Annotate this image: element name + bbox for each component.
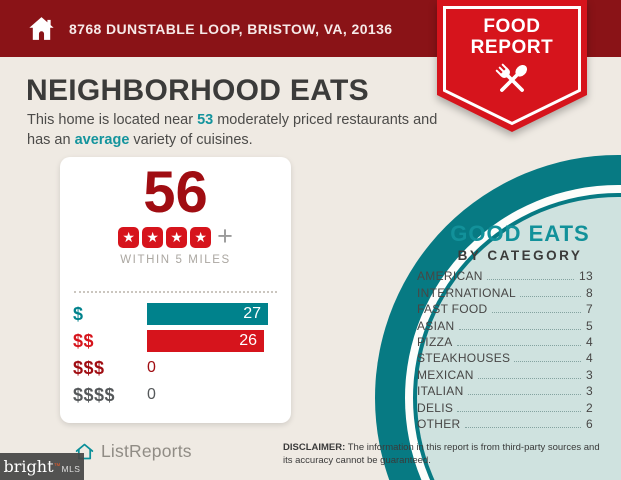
category-count: 7 [586,302,593,317]
price-tier-label: $$ [73,330,95,351]
good-eats-title: GOOD EATS [450,221,590,246]
category-row: ASIAN 5 [417,316,593,333]
intro-post: variety of cuisines. [129,131,253,148]
star-badge: ★ [166,226,188,248]
dotted-leader [456,344,582,346]
category-row: AMERICAN 13 [417,267,593,283]
category-count: 3 [586,367,593,382]
category-name: MEXICAN [417,367,474,382]
dotted-leader [467,394,582,396]
watermark-bright: bright [3,456,54,476]
dotted-leader [457,410,582,412]
ribbon-shape [437,0,587,132]
price-tier-label: $ [73,303,84,324]
property-address: 8768 DUNSTABLE LOOP, BRISTOW, VA, 20136 [69,20,393,37]
category-count: 8 [586,285,593,300]
intro-mid: moderately priced restaurants and has an [27,112,438,148]
star-badge: ★ [190,226,212,248]
dotted-leader [514,361,582,363]
star-rating: ★ ★ ★ ★ + [60,221,291,252]
category-name: ASIAN [417,318,455,333]
category-name: STEAKHOUSES [417,351,511,366]
category-name: ITALIAN [417,384,464,399]
chart-row: $$$ 0 [73,357,278,379]
dotted-leader [520,295,582,297]
intro-sentence: This home is located near 53 moderately … [27,111,457,150]
category-count: 3 [586,384,593,399]
category-name: FAST FOOD [417,302,488,317]
variety-highlight: average [74,131,130,148]
category-row: ITALIAN 3 [417,382,593,398]
dotted-divider [74,291,277,293]
good-eats-subtitle: BY CATEGORY [457,248,583,263]
restaurant-score-card: 56 ★ ★ ★ ★ + WITHIN 5 MILES $27 $$ 26 $$$ 0 $$$$ 0 [60,157,291,423]
star-badge: ★ [142,226,164,248]
dotted-leader [491,312,582,314]
listreports-logo-text: ListReports [101,441,192,461]
price-tier-label: $$$ [73,357,105,378]
price-tier-bar: 26 [147,330,264,352]
category-name: PIZZA [417,334,453,349]
plus-sign: + [217,221,233,252]
category-row: PIZZA 4 [417,333,593,349]
star-badge: ★ [118,226,140,248]
category-row: STEAKHOUSES 4 [417,349,593,365]
category-row: FAST FOOD 7 [417,300,593,316]
category-name: OTHER [417,416,461,431]
category-row: MEXICAN 3 [417,365,593,382]
category-row: OTHER 6 [417,415,593,431]
page-title: NEIGHBORHOOD EATS [26,74,369,107]
category-count: 4 [586,351,593,366]
chart-row: $27 [73,303,278,325]
watermark-mls: MLS [61,464,81,474]
listreports-logo: ListReports [74,441,192,462]
ribbon-line1: FOOD [483,16,541,37]
ribbon-line2: REPORT [470,36,554,58]
dotted-leader [464,426,582,428]
ribbon-title: FOOD REPORT [437,16,587,58]
disclaimer-text: The information in this report is from t… [283,442,600,466]
restaurant-count-highlight: 53 [197,112,214,128]
price-tier-bar-chart: $27 $$ 26 $$$ 0 $$$$ 0 [73,303,278,411]
dotted-leader [458,328,582,330]
category-row: INTERNATIONAL 8 [417,283,593,300]
house-icon [27,14,56,43]
bar-value-label: 27 [243,305,261,322]
dotted-leader [486,279,575,281]
zero-value-label: 0 [147,386,156,403]
chart-row: $$ 26 [73,330,278,352]
category-list: AMERICAN 13 INTERNATIONAL 8 FAST FOOD 7 ASIAN 5… [417,267,593,431]
intro-pre: This home is located near [27,112,198,128]
chart-row: $$$$ 0 [73,384,278,406]
restaurant-count-score: 56 [143,160,208,225]
category-name: DELIS [417,400,454,415]
category-count: 13 [579,269,593,284]
dotted-leader [477,377,582,379]
radius-label: WITHIN 5 MILES [120,254,231,267]
watermark-tm: ™ [53,463,61,470]
price-tier-bar: 27 [147,303,268,325]
zero-value-label: 0 [147,359,156,376]
category-name: INTERNATIONAL [417,285,517,300]
category-count: 4 [586,334,593,349]
good-eats-heading: GOOD EATS BY CATEGORY [420,221,620,263]
disclaimer-label: DISCLAIMER: [283,442,346,453]
category-row: DELIS 2 [417,398,593,415]
bright-mls-watermark: bright ™ MLS [0,453,84,480]
food-report-ribbon: FOOD REPORT [437,0,587,134]
crossed-spoon-fork-icon [489,57,535,108]
category-count: 5 [586,318,593,333]
category-name: AMERICAN [417,269,483,284]
category-count: 6 [586,416,593,431]
category-count: 2 [586,400,593,415]
price-tier-label: $$$$ [73,384,116,405]
bar-value-label: 26 [239,332,257,349]
disclaimer: DISCLAIMER: The information in this repo… [283,442,601,468]
